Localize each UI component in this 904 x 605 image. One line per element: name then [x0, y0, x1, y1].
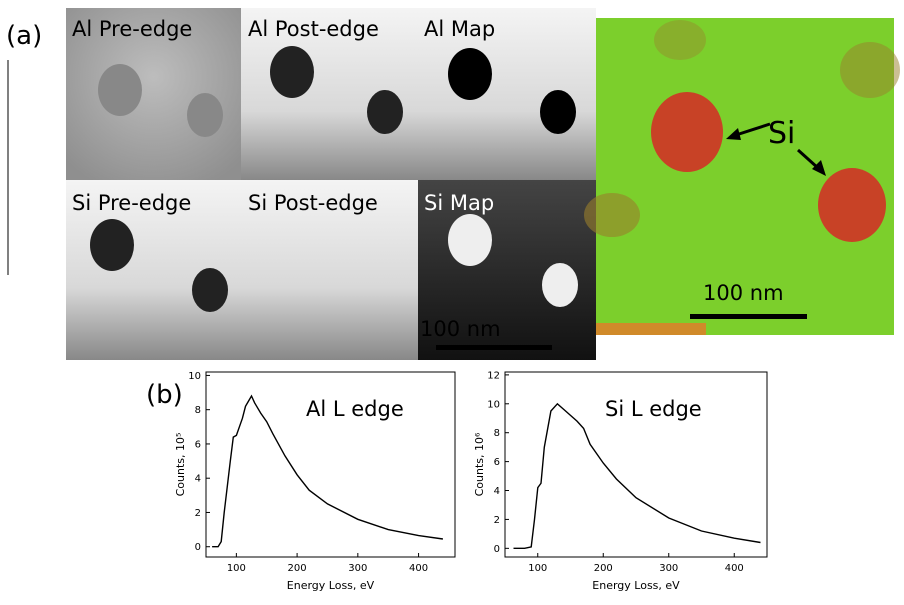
x-axis-label: Energy Loss, eV [287, 579, 375, 592]
y-axis-label: Counts, 10⁵ [174, 433, 187, 497]
x-axis-label: Energy Loss, eV [592, 579, 680, 592]
scale-bar-label: 100 nm [703, 281, 784, 305]
x-tick-label: 300 [659, 563, 678, 574]
tile-label: Si Map [424, 191, 494, 215]
scale-bar [690, 314, 807, 319]
y-tick-label: 8 [494, 428, 500, 439]
x-tick-label: 200 [594, 563, 613, 574]
y-tick-label: 8 [195, 405, 201, 416]
panel-label: (a) [6, 21, 42, 51]
x-tick-label: 100 [528, 563, 547, 574]
panel-label: (b) [146, 380, 183, 410]
spectrum-line [514, 404, 761, 549]
y-tick-label: 10 [487, 399, 500, 410]
scale-bar-label: 100 nm [420, 317, 501, 341]
overlay-label: Si [768, 116, 795, 151]
tile-label: Al Pre-edge [72, 17, 192, 41]
y-axis-label: Counts, 10⁶ [473, 432, 486, 496]
y-tick-label: 0 [195, 542, 201, 553]
x-tick-label: 200 [288, 563, 307, 574]
chart-title: Si L edge [605, 397, 702, 421]
y-tick-label: 2 [195, 508, 201, 519]
y-tick-label: 6 [494, 457, 500, 468]
y-tick-label: 0 [494, 544, 500, 555]
tile-label: Al Map [424, 17, 495, 41]
figure: (a) Al Pre-edge Al Post-edge Al Map Si P… [0, 0, 904, 605]
x-tick-label: 300 [348, 563, 367, 574]
scale-bar [436, 345, 552, 350]
x-tick-label: 400 [409, 563, 428, 574]
micrograph-grid [66, 8, 596, 360]
chart-title: Al L edge [306, 397, 404, 421]
y-tick-label: 2 [494, 515, 500, 526]
y-tick-label: 4 [494, 486, 500, 497]
y-tick-label: 12 [487, 370, 500, 381]
tile-label: Si Pre-edge [72, 191, 191, 215]
y-tick-label: 6 [195, 439, 201, 450]
y-tick-label: 4 [195, 474, 201, 485]
tile-label: Al Post-edge [248, 17, 379, 41]
x-tick-label: 400 [725, 563, 744, 574]
x-tick-label: 100 [227, 563, 246, 574]
tile-label: Si Post-edge [248, 191, 378, 215]
y-tick-label: 10 [188, 371, 201, 382]
